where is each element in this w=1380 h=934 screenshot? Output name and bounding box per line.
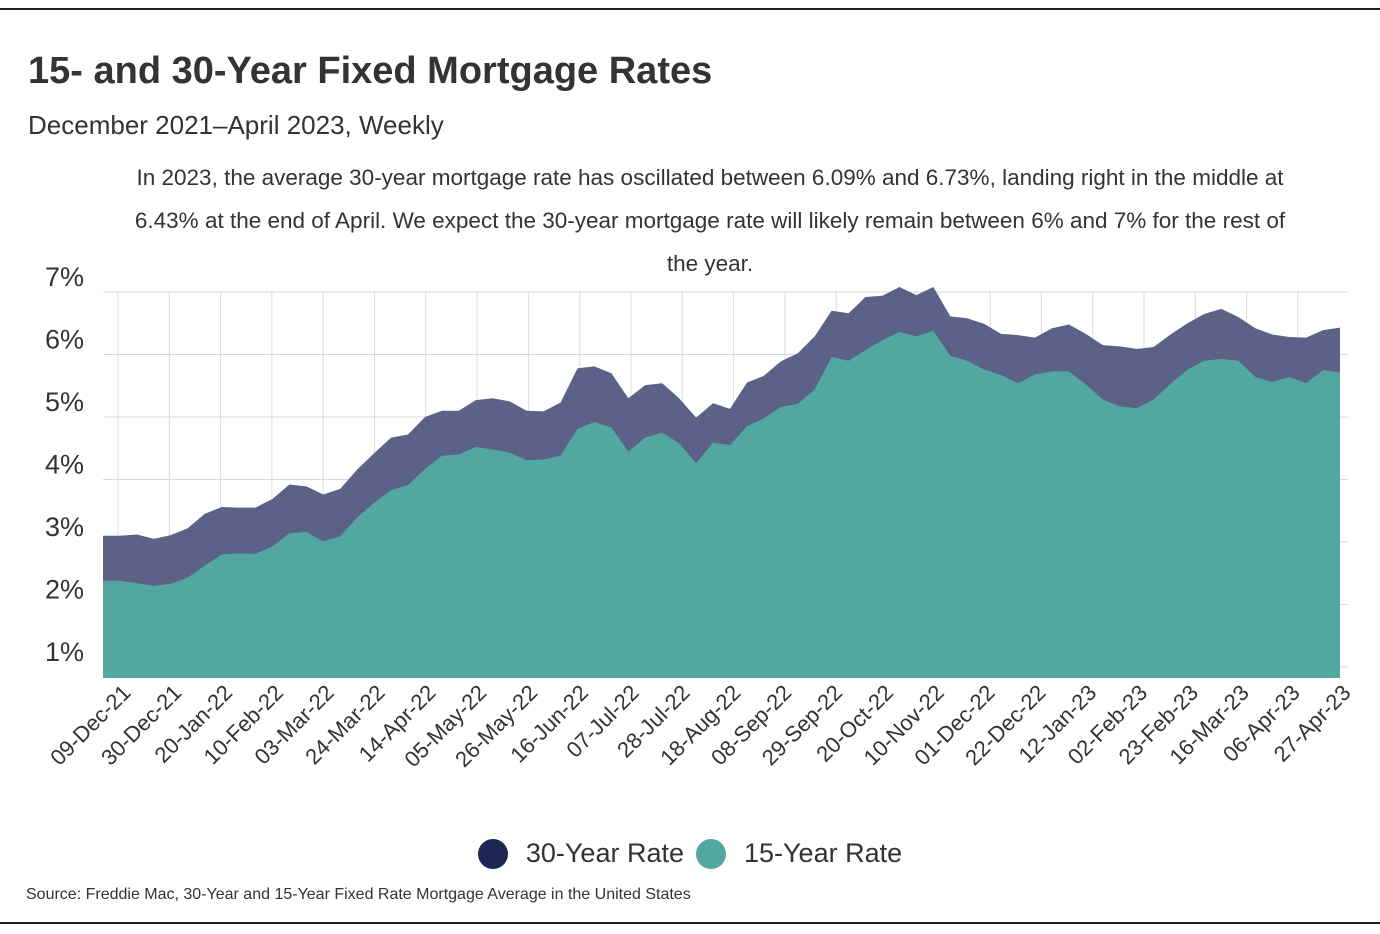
y-tick-label: 5% (45, 387, 84, 417)
plot-area (103, 287, 1340, 678)
top-rule (0, 8, 1380, 10)
x-axis: 09-Dec-2130-Dec-2120-Jan-2210-Feb-2203-M… (45, 680, 1355, 772)
chart-title: 15- and 30-Year Fixed Mortgage Rates (28, 50, 713, 92)
chart-svg: 1% 2% 3% 4% 5% 6% 7% 09-Dec-2130-Dec-2120-Jan-… (45, 262, 1356, 772)
y-tick-label: 4% (45, 450, 84, 480)
legend: 30-Year Rate 15-Year Rate (0, 838, 1380, 869)
legend-swatch-15-year (696, 838, 726, 869)
area-15-year (103, 330, 1340, 678)
legend-item-15-year[interactable]: 15-Year Rate (696, 838, 902, 869)
y-tick-label: 1% (45, 637, 84, 667)
legend-item-30-year[interactable]: 30-Year Rate (477, 838, 684, 869)
y-tick-label: 3% (45, 512, 84, 542)
legend-swatch-30-year (477, 838, 508, 869)
legend-label-30-year: 30-Year Rate (525, 838, 684, 868)
legend-label-15-year: 15-Year Rate (744, 838, 903, 868)
y-tick-label: 7% (45, 262, 84, 292)
bottom-rule (0, 922, 1380, 924)
y-tick-label: 2% (45, 575, 84, 605)
y-tick-label: 6% (45, 325, 84, 355)
chart-subtitle: December 2021–April 2023, Weekly (28, 110, 444, 140)
source-note: Source: Freddie Mac, 30-Year and 15-Year… (26, 886, 691, 903)
chart-annotation: In 2023, the average 30-year mortgage ra… (134, 165, 1286, 276)
y-axis: 1% 2% 3% 4% 5% 6% 7% (45, 262, 84, 667)
